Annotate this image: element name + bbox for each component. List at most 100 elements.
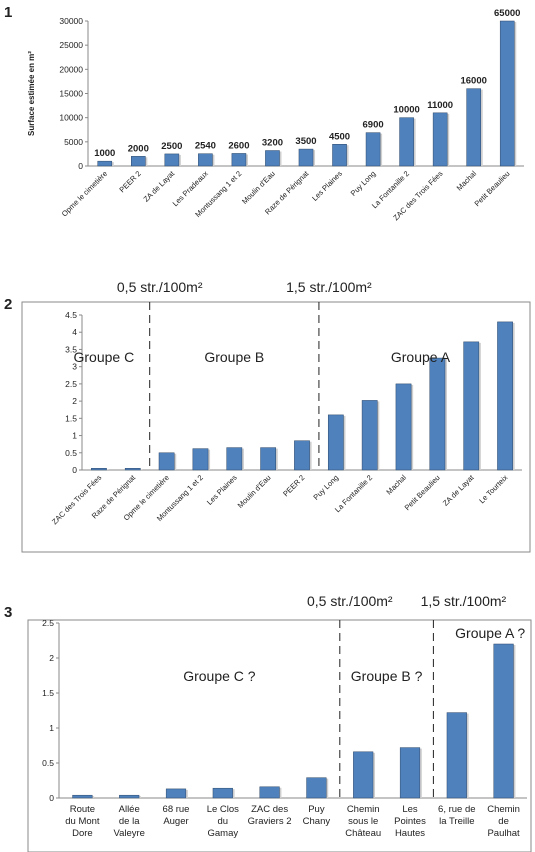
chart-2-bar bbox=[226, 447, 243, 471]
chart-3-y-tick-label: 1.5 bbox=[42, 688, 54, 698]
chart-3-category-label: Dore bbox=[72, 828, 93, 839]
chart-2-bar bbox=[192, 448, 209, 471]
chart-3-bar bbox=[446, 712, 467, 799]
chart-1-data-label: 3500 bbox=[295, 136, 316, 147]
chart-2-y-tick-label: 3.5 bbox=[65, 344, 77, 354]
chart-1: 1 0 5000 10000 15000 20000 25000 30000 Surface … bbox=[0, 0, 535, 262]
chart-2-threshold-label: 0,5 str./100m² bbox=[117, 279, 203, 295]
chart-3-category-label: Gamay bbox=[207, 828, 238, 839]
chart-3-category-label: Pointes bbox=[394, 816, 426, 827]
chart-3-bar bbox=[306, 777, 327, 799]
chart-1-data-label: 1000 bbox=[94, 148, 115, 159]
chart-1-category-label: Petit Beaulieu bbox=[473, 169, 512, 208]
chart-3-category-label: Valeyre bbox=[113, 828, 145, 839]
chart-2-threshold-label: 1,5 str./100m² bbox=[286, 279, 372, 295]
chart-2-y-tick-label: 1 bbox=[72, 431, 77, 441]
chart-3-category-label: Puy bbox=[308, 804, 325, 815]
chart-3-bar bbox=[259, 786, 280, 799]
chart-1-bar bbox=[399, 117, 414, 167]
chart-3-category-label: Allée bbox=[119, 804, 140, 815]
chart-2-bar bbox=[395, 383, 412, 471]
chart-2-y-tick-label: 4 bbox=[72, 327, 77, 337]
chart-3-category-label: Château bbox=[345, 828, 381, 839]
chart-3-category-label: Route bbox=[70, 804, 95, 815]
chart-3-bar bbox=[119, 794, 140, 799]
chart-1-category-label: Les Plaines bbox=[310, 169, 344, 203]
chart-2-bar bbox=[294, 440, 310, 471]
chart-2-category-label: Machal bbox=[384, 473, 408, 497]
chart-2-bar bbox=[429, 357, 446, 471]
chart-1-bar bbox=[332, 144, 347, 167]
chart-2-category-label: Le Tourteix bbox=[477, 473, 509, 505]
chart-1-bar bbox=[97, 160, 113, 167]
chart-2-bar bbox=[158, 452, 175, 471]
chart-2-y-tick-label: 2 bbox=[72, 396, 77, 406]
chart-1-category-label: PEER 2 bbox=[117, 169, 142, 194]
chart-3-category-label: Le Clos bbox=[207, 804, 239, 815]
chart-2-group-label: Groupe C bbox=[73, 349, 134, 365]
chart-1-data-label: 2500 bbox=[161, 141, 182, 152]
chart-2-number: 2 bbox=[4, 296, 13, 313]
chart-3-category-label: ZAC des bbox=[251, 804, 288, 815]
chart-3-category-label: Hautes bbox=[395, 828, 425, 839]
chart-3-category-label: du bbox=[218, 816, 229, 827]
chart-3-frame bbox=[27, 619, 532, 852]
chart-1-bar bbox=[499, 20, 515, 167]
chart-2-bar bbox=[497, 321, 513, 471]
chart-1-y-tick-label: 5000 bbox=[64, 137, 83, 147]
chart-3-number: 3 bbox=[4, 604, 13, 621]
chart-3-y-tick-label: 0.5 bbox=[42, 758, 54, 768]
chart-2-category-label: Moulin d'Eau bbox=[236, 473, 273, 510]
chart-1-data-label: 2600 bbox=[228, 140, 249, 151]
chart-2-bar bbox=[463, 341, 480, 471]
chart-1-y-tick-label: 15000 bbox=[59, 89, 83, 99]
chart-2-bar bbox=[361, 400, 378, 471]
chart-1-bar bbox=[298, 148, 314, 167]
chart-1-data-label: 2540 bbox=[195, 141, 216, 152]
chart-2-category-label: PEER 2 bbox=[281, 473, 306, 498]
chart-1-bar bbox=[466, 88, 481, 167]
chart-2-group-label: Groupe A bbox=[391, 349, 451, 365]
chart-3-y-tick-label: 2.5 bbox=[42, 618, 54, 628]
chart-3-category-label: Chemin bbox=[347, 804, 380, 815]
chart-1-data-label: 10000 bbox=[393, 105, 419, 116]
chart-2-group-label: Groupe B bbox=[204, 349, 264, 365]
chart-3-category-label: la Treille bbox=[439, 816, 474, 827]
chart-3-bar bbox=[165, 788, 187, 799]
chart-3-category-label: de la bbox=[119, 816, 140, 827]
chart-3-group-label: Groupe B ? bbox=[351, 668, 423, 684]
chart-1-data-label: 3200 bbox=[262, 138, 283, 149]
chart-1-category-label: Opme le cimetière bbox=[60, 169, 109, 218]
chart-3-y-tick-label: 0 bbox=[49, 793, 54, 803]
chart-2-y-tick-label: 0.5 bbox=[65, 448, 77, 458]
chart-1-bar bbox=[164, 153, 180, 167]
chart-1-y-tick-label: 10000 bbox=[59, 113, 83, 123]
chart-2-y-tick-label: 0 bbox=[72, 465, 77, 475]
chart-3-threshold-label: 1,5 str./100m² bbox=[421, 593, 507, 609]
chart-3-category-label: Auger bbox=[163, 816, 188, 827]
chart-3-category-label: sous le bbox=[348, 816, 378, 827]
chart-3-category-label: Les bbox=[402, 804, 418, 815]
chart-3-category-label: Graviers 2 bbox=[248, 816, 292, 827]
chart-1-bar bbox=[365, 132, 381, 167]
chart-3-category-label: 6, rue de bbox=[438, 804, 476, 815]
chart-3-y-tick-label: 1 bbox=[49, 723, 54, 733]
chart-1-number: 1 bbox=[4, 4, 13, 21]
chart-1-bar bbox=[231, 153, 247, 167]
chart-1-data-label: 6900 bbox=[363, 120, 384, 131]
chart-2-bar bbox=[124, 468, 141, 471]
chart-1-category-label: Puy Long bbox=[349, 169, 378, 198]
chart-2-bar bbox=[327, 414, 344, 471]
chart-1-data-label: 4500 bbox=[329, 131, 350, 142]
chart-1-y-tick-label: 20000 bbox=[59, 64, 83, 74]
chart-2-category-label: ZA de Layat bbox=[441, 472, 476, 507]
chart-2-bar bbox=[91, 468, 107, 471]
chart-2-y-tick-label: 2.5 bbox=[65, 379, 77, 389]
chart-3-category-label: de bbox=[498, 816, 509, 827]
chart-3-group-label: Groupe C ? bbox=[183, 668, 256, 684]
chart-1-bar bbox=[265, 150, 280, 167]
chart-3-category-label: Chany bbox=[303, 816, 331, 827]
chart-2-y-tick-label: 3 bbox=[72, 362, 77, 372]
chart-1-y-label: Surface estimée en m² bbox=[27, 51, 36, 136]
